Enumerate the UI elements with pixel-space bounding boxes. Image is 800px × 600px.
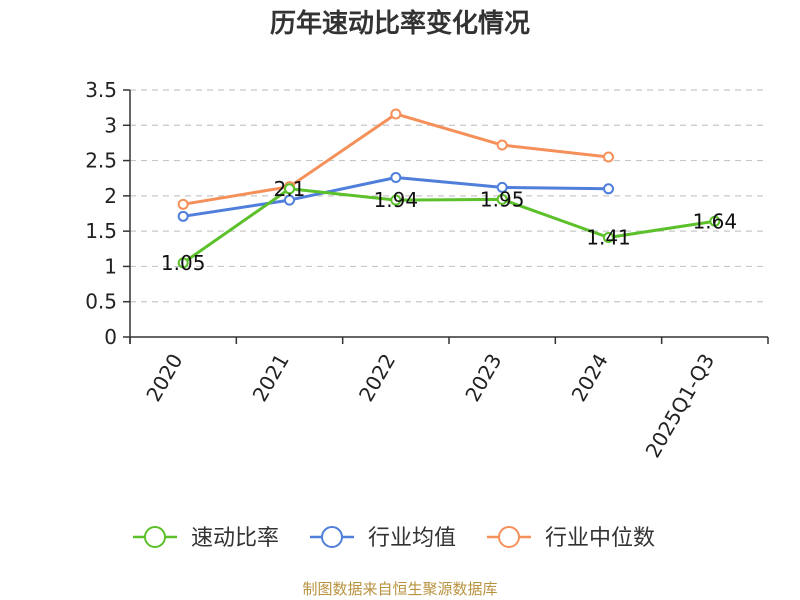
data-point[interactable] (284, 183, 295, 195)
legend-marker (321, 526, 343, 548)
y-tick-label: 1 (104, 254, 117, 278)
legend-item[interactable]: 行业均值 (310, 526, 456, 551)
legend-item[interactable]: 行业中位数 (487, 526, 655, 551)
data-point[interactable] (177, 257, 189, 269)
y-tick-label: 2.5 (85, 149, 117, 173)
y-tick-label: 3.5 (85, 78, 117, 102)
data-point[interactable] (603, 183, 614, 195)
y-tick-label: 2 (104, 184, 117, 208)
data-label: 1.95 (480, 187, 525, 211)
y-tick-label: 3 (104, 113, 117, 137)
x-tick-label: 2025Q1-Q3 (640, 350, 719, 462)
data-point[interactable] (496, 139, 508, 151)
data-point[interactable] (177, 198, 189, 210)
y-tick-label: 0.5 (85, 290, 117, 314)
x-tick-label: 2021 (248, 350, 294, 406)
y-tick-label: 1.5 (85, 219, 117, 243)
data-point[interactable] (496, 181, 508, 193)
legend-label: 行业中位数 (545, 526, 655, 551)
legend-marker (144, 526, 166, 548)
data-point[interactable] (390, 194, 402, 206)
legend-item[interactable]: 速动比率 (133, 526, 279, 551)
legend-marker (498, 526, 520, 548)
data-point[interactable] (390, 108, 402, 120)
data-label: 1.64 (693, 209, 738, 233)
data-point[interactable] (284, 194, 295, 206)
legend-label: 行业均值 (368, 526, 456, 551)
x-tick-label: 2023 (460, 349, 506, 405)
legend[interactable]: 速动比率 行业均值 行业中位数 (133, 526, 655, 551)
y-tick-label: 0 (104, 325, 117, 349)
data-point[interactable] (709, 215, 721, 227)
grid-lines (130, 89, 768, 303)
data-labels: 1.05 2.1 1.94 1.95 1.41 1.64 (161, 177, 737, 275)
series-line-0 (182, 187, 716, 265)
data-label: 2.1 (274, 177, 306, 201)
data-label: 1.41 (586, 225, 631, 249)
x-tick-label: 2024 (567, 350, 613, 406)
legend-label: 速动比率 (191, 526, 279, 551)
data-point[interactable] (390, 172, 402, 184)
chart-title: 历年速动比率变化情况 (270, 8, 530, 39)
series-layer (177, 108, 721, 269)
data-label: 1.05 (161, 251, 206, 275)
data-point[interactable] (603, 231, 614, 243)
data-point[interactable] (603, 151, 614, 163)
source-note: 制图数据来自恒生聚源数据库 (302, 580, 497, 598)
data-point[interactable] (496, 193, 508, 205)
x-tick-label: 2022 (354, 350, 400, 406)
data-label: 1.94 (374, 188, 419, 212)
data-point[interactable] (177, 210, 189, 222)
x-tick-label: 2020 (141, 350, 187, 406)
